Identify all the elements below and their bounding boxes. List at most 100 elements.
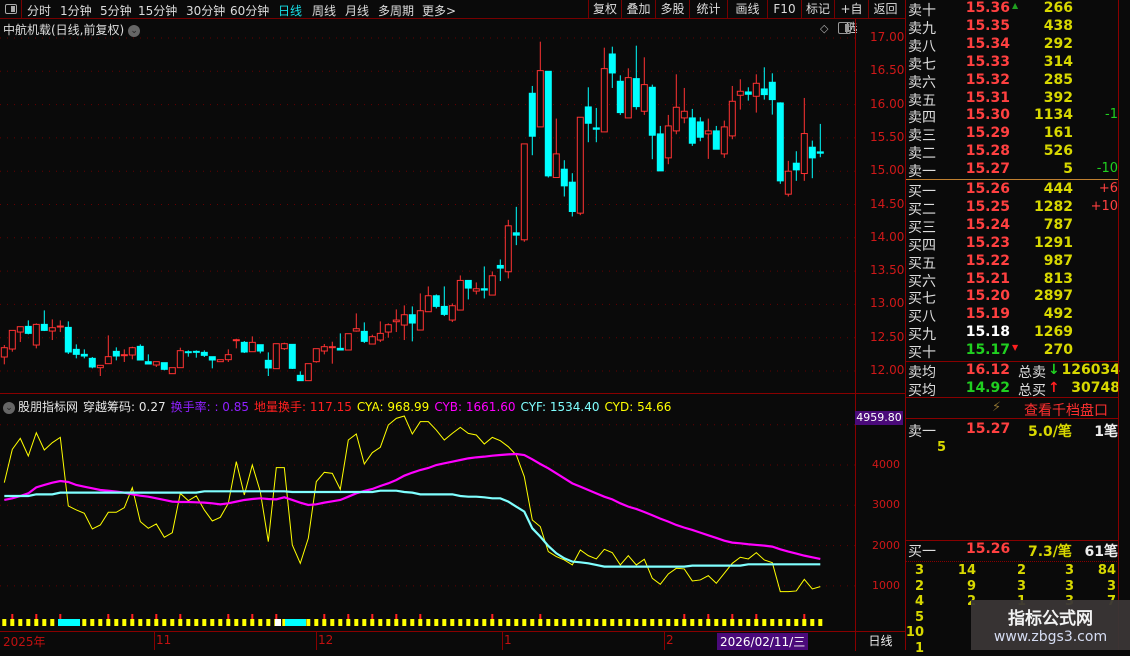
cyd-bar: [466, 619, 471, 626]
chevron-down-icon[interactable]: ⌄: [3, 401, 15, 414]
depth-link[interactable]: 查看千档盘口: [1024, 403, 1108, 419]
cyd-bar: [426, 619, 431, 626]
cyd-bar-top: [35, 614, 38, 619]
stock-title-text: 中航机载(日线,前复权): [3, 23, 125, 37]
candle-down: [136, 345, 144, 361]
sidebar-toggle-button[interactable]: [0, 0, 22, 19]
level-label: 卖一: [908, 164, 936, 181]
candle-up: [536, 70, 544, 128]
lightning-icon: ⚡: [992, 400, 1002, 415]
indicator-legend: ⌄ 股朋指标网 穿越筹码: 0.27 换手率: : 0.85 地量换手: 117.15 C…: [3, 398, 681, 415]
kline-chart[interactable]: [0, 0, 855, 631]
candle-down: [64, 326, 72, 353]
toolbar-button-5[interactable]: F10: [767, 0, 801, 19]
bid-row-8[interactable]: 买九 15.18 1269: [908, 324, 1118, 343]
bid-row-0[interactable]: 买一 15.26 444 +6: [908, 181, 1118, 200]
indicator-axis-top: 4959.80: [855, 411, 903, 425]
bid-row-1[interactable]: 买二 15.25 1282 +10: [908, 199, 1118, 218]
panel-toggle-icon[interactable]: [838, 22, 851, 34]
level-price: 15.36: [965, 0, 1010, 16]
bid-row-6[interactable]: 买七 15.20 2897: [908, 288, 1118, 307]
candle-down: [184, 351, 192, 354]
queue-num: 4: [914, 594, 924, 609]
ask-row-6[interactable]: 卖四 15.30 1134 -1: [908, 107, 1118, 126]
candle-up: [280, 343, 288, 350]
toolbar-button-0[interactable]: 复权: [588, 0, 621, 19]
date-axis-label: 2025年: [3, 635, 46, 649]
candle-down: [808, 146, 816, 159]
bid-row-9[interactable]: 买十 15.17 ▼ 270: [908, 342, 1118, 361]
ask-row-7[interactable]: 卖三 15.29 161: [908, 125, 1118, 144]
level-change: +6: [1098, 181, 1118, 196]
toolbar-button-3[interactable]: 统计: [689, 0, 727, 19]
diamond-icon[interactable]: ◇: [820, 22, 829, 35]
tab-9[interactable]: 多周期: [378, 4, 415, 18]
toolbar-button-4[interactable]: 画线: [727, 0, 767, 19]
candle-down: [544, 70, 552, 177]
candle-down: [616, 80, 624, 114]
queue-num: 14: [957, 563, 976, 578]
chevron-down-icon[interactable]: ⌄: [128, 24, 141, 37]
tab-3[interactable]: 15分钟: [138, 4, 178, 18]
bid1-detail: 买一 15.26 7.3/笔 61笔: [908, 541, 1118, 560]
queue-num: 3: [1106, 578, 1116, 594]
period-label[interactable]: 日线: [855, 632, 905, 651]
price-axis-label: 16.50: [870, 63, 905, 78]
tab-1[interactable]: 1分钟: [60, 4, 92, 18]
legend-item-4: CYB: 1661.60: [434, 400, 516, 414]
indicator-name[interactable]: 股朋指标网: [18, 400, 79, 414]
tab-4[interactable]: 30分钟: [186, 4, 226, 18]
tab-8[interactable]: 月线: [345, 4, 370, 18]
tab-2[interactable]: 5分钟: [100, 4, 132, 18]
total-buy: 30748: [1071, 380, 1120, 396]
avg-sell-row: 卖均 16.12 总卖 ↓ 126034: [908, 362, 1120, 381]
bid-row-3[interactable]: 买四 15.23 1291: [908, 234, 1118, 254]
toolbar-button-1[interactable]: 叠加: [621, 0, 655, 19]
toolbar-button-6[interactable]: 标记: [801, 0, 834, 19]
candle-down: [768, 81, 776, 101]
ask-row-0[interactable]: 卖十 15.36 ▲ 266: [908, 0, 1118, 19]
bid-row-7[interactable]: 买八 15.19 492: [908, 306, 1118, 325]
toolbar-button-2[interactable]: 多股: [655, 0, 689, 19]
price-axis-label: 13.50: [870, 263, 905, 278]
tab-0[interactable]: 分时: [27, 4, 52, 18]
price-axis-label: 15.00: [870, 163, 905, 178]
level-volume: 1291: [1034, 234, 1073, 251]
bid-row-4[interactable]: 买五 15.22 987: [908, 253, 1118, 272]
candle-down: [192, 350, 200, 353]
ask-row-5[interactable]: 卖五 15.31 392: [908, 90, 1118, 109]
legend-item-1: 换手率: : 0.85: [170, 400, 250, 414]
ask-row-8[interactable]: 卖二 15.28 526: [908, 143, 1118, 162]
cyd-bar: [330, 619, 335, 626]
queue-num: 9: [966, 578, 976, 594]
detail-price: 15.26: [966, 541, 1011, 557]
candle-up: [216, 359, 224, 363]
level-price: 15.30: [965, 107, 1010, 124]
cyd-bar-top: [395, 614, 398, 619]
ask-row-3[interactable]: 卖七 15.33 314: [908, 54, 1118, 73]
candle-up: [520, 143, 528, 241]
candle-up: [248, 341, 256, 353]
candle-down: [512, 232, 520, 236]
cyd-bar-top: [539, 614, 542, 619]
divider: [906, 361, 1119, 362]
tab-10[interactable]: 更多>: [422, 4, 457, 18]
tab-7[interactable]: 周线: [312, 4, 337, 18]
toolbar-button-8[interactable]: 返回: [868, 0, 902, 19]
ask-row-9[interactable]: 卖一 15.27 5 -10: [908, 161, 1118, 181]
series-line-CYB: [4, 452, 821, 561]
total-buy-label: 总买: [1018, 383, 1046, 399]
queue-num: 5: [936, 440, 946, 455]
candle-down: [584, 106, 592, 124]
queue-num: 2: [914, 578, 924, 594]
ask-row-1[interactable]: 卖九 15.35 438: [908, 18, 1118, 37]
cyd-bar: [362, 619, 367, 626]
bid-row-2[interactable]: 买三 15.24 787: [908, 217, 1118, 236]
ask-row-4[interactable]: 卖六 15.32 285: [908, 72, 1118, 91]
tab-5[interactable]: 60分钟: [230, 4, 270, 18]
ask-row-2[interactable]: 卖八 15.34 292: [908, 36, 1118, 55]
bid-row-5[interactable]: 买六 15.21 813: [908, 271, 1118, 290]
level-volume: 266: [1043, 0, 1073, 16]
tab-6[interactable]: 日线: [278, 4, 303, 18]
cyd-bar: [226, 619, 231, 626]
